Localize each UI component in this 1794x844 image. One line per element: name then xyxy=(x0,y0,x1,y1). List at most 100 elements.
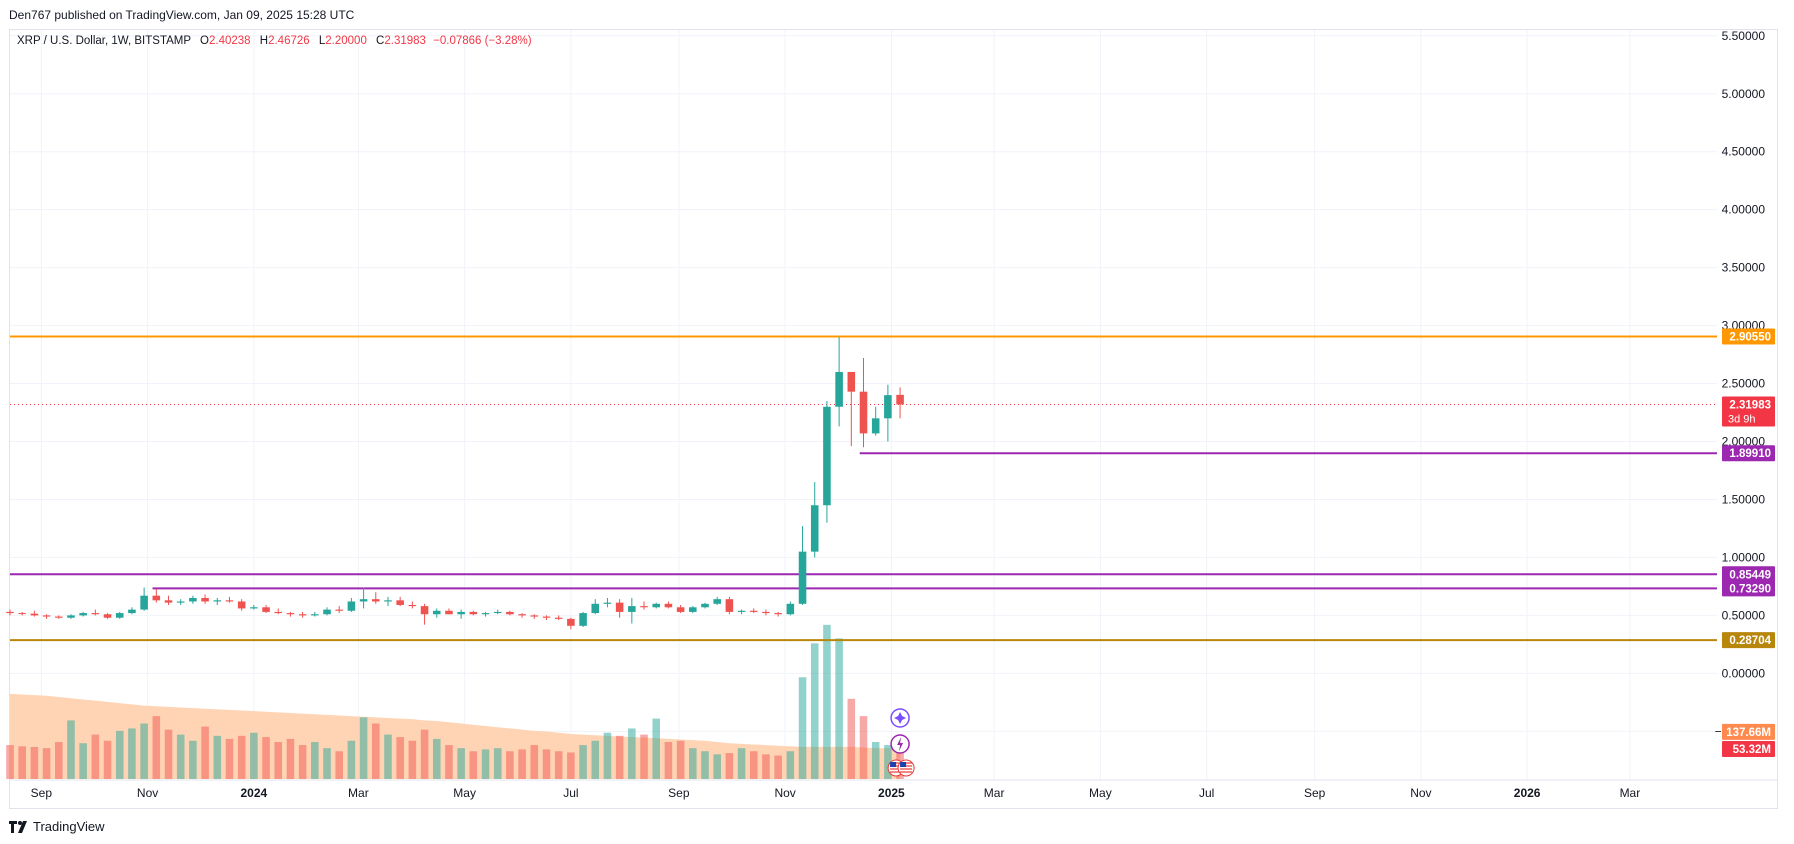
sparkle-icon-glyph xyxy=(894,712,907,724)
candle-body xyxy=(18,613,26,615)
candle-body xyxy=(542,616,551,618)
volume-bar xyxy=(189,740,197,779)
candle-body xyxy=(481,613,490,615)
volume-bar xyxy=(115,730,124,779)
volume-bar xyxy=(798,677,807,779)
volume-bar xyxy=(737,748,746,779)
volume-bar xyxy=(725,753,734,779)
price-axis: 5.500005.000004.500004.000003.500003.000… xyxy=(1715,29,1766,739)
candle-body xyxy=(6,611,14,614)
event-icons xyxy=(887,708,915,777)
price-tick-label: 5.50000 xyxy=(1722,29,1766,43)
price-tick-label: 0.50000 xyxy=(1722,608,1766,622)
volume-bar xyxy=(628,728,636,779)
candle-body xyxy=(30,613,39,616)
volume-bar xyxy=(408,740,417,779)
lightning-icon-glyph xyxy=(897,737,904,751)
volume-bar xyxy=(762,754,770,779)
candle-body xyxy=(445,610,453,615)
candle-body xyxy=(493,611,502,614)
volume-bar xyxy=(786,751,795,779)
level-badge: 0.28704 xyxy=(1729,635,1771,647)
candle-body xyxy=(408,604,417,607)
volume-bar xyxy=(774,755,782,779)
time-tick-label: Sep xyxy=(31,786,53,800)
volume-bar xyxy=(835,638,843,779)
candle-body xyxy=(823,406,831,506)
candle-body xyxy=(591,603,600,614)
level-badge-bg xyxy=(1722,445,1775,462)
volume-bar xyxy=(652,718,661,779)
candle-body xyxy=(725,599,734,612)
level-badge: 0.73290 xyxy=(1729,583,1771,595)
tradingview-logo-icon xyxy=(9,820,27,833)
volume-bar xyxy=(384,734,392,779)
candle-body xyxy=(213,600,222,602)
candle-body xyxy=(91,613,100,615)
volume-bar xyxy=(567,752,575,779)
volume-bar xyxy=(396,737,404,779)
candle-body xyxy=(42,615,51,617)
candle-body xyxy=(603,602,612,604)
us-flag-canton xyxy=(890,762,897,767)
candle-body xyxy=(457,611,465,615)
tradingview-brand: TradingView xyxy=(33,819,105,834)
candle-body xyxy=(79,613,87,616)
level-badge: 2.90550 xyxy=(1729,332,1771,344)
time-tick-label: Mar xyxy=(1620,786,1641,800)
volume-bar xyxy=(615,735,624,779)
price-tick-label: 1.00000 xyxy=(1722,550,1766,564)
volume-ma-badge-bg xyxy=(1722,723,1775,740)
time-tick-label: Jul xyxy=(563,786,578,800)
candle-body xyxy=(628,606,636,612)
volume-bar xyxy=(225,738,234,779)
level-badge: 0.85449 xyxy=(1729,569,1771,581)
candle-body xyxy=(579,613,587,626)
candle-body xyxy=(859,391,868,434)
candle-body xyxy=(835,371,843,407)
time-tick-label: 2025 xyxy=(878,786,905,800)
candle-body xyxy=(871,418,880,434)
candle-body xyxy=(664,603,673,608)
level-badge-bg xyxy=(1722,580,1775,597)
candle-body xyxy=(115,613,124,618)
price-tick-label: 2.50000 xyxy=(1722,377,1766,391)
volume-bar xyxy=(91,734,100,779)
volume-bar xyxy=(213,735,222,779)
volume-bar xyxy=(237,735,246,779)
tradingview-footer[interactable]: TradingView xyxy=(9,819,105,834)
candle-body xyxy=(372,599,380,602)
symbol-title: XRP / U.S. Dollar, 1W, BITSTAMP xyxy=(17,35,191,47)
candle-body xyxy=(274,611,283,614)
volume-bar xyxy=(18,746,26,779)
candle-body xyxy=(225,600,234,602)
time-tick-label: Nov xyxy=(774,786,795,800)
candle-body xyxy=(469,611,478,615)
volume-bar xyxy=(79,743,87,779)
volume-bar xyxy=(847,698,856,779)
candle-body xyxy=(567,618,575,626)
volume-bar xyxy=(554,751,563,779)
candle-body xyxy=(762,611,770,614)
volume-badge-bg xyxy=(1722,741,1775,757)
volume-bar xyxy=(871,742,880,779)
volume-bar xyxy=(128,728,136,779)
candle-body xyxy=(554,617,563,619)
volume-bar xyxy=(493,748,502,779)
volume-bar xyxy=(481,749,490,779)
price-tick-label: 4.50000 xyxy=(1722,145,1766,159)
volume-bar xyxy=(579,745,587,779)
volume-bar xyxy=(445,745,453,779)
volume-bar xyxy=(664,742,673,779)
volume-bar xyxy=(103,740,112,779)
volume-bar xyxy=(530,745,539,779)
low-key: L xyxy=(318,35,326,47)
low-value: 2.20000 xyxy=(325,35,367,47)
volume-bar xyxy=(274,742,283,779)
change-value: −0.07866 (−3.28%) xyxy=(433,35,532,47)
price-tick-label: 3.50000 xyxy=(1722,261,1766,275)
candle-body xyxy=(347,601,356,611)
time-tick-label: Mar xyxy=(984,786,1005,800)
candle-body xyxy=(652,603,661,608)
